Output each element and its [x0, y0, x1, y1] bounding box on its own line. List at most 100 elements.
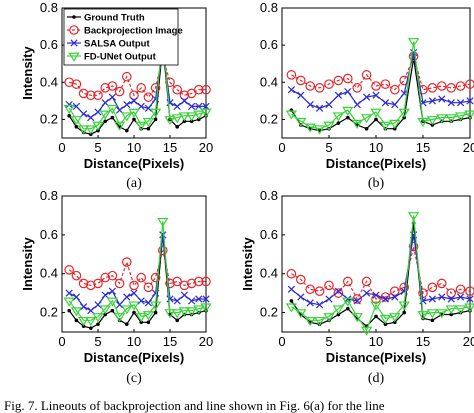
panel-label: (c) [126, 371, 142, 386]
data-point [72, 15, 76, 19]
data-point [175, 125, 179, 129]
data-point [123, 100, 131, 109]
y-tick-label: 0.4 [260, 266, 278, 281]
x-tick-label: 20 [199, 334, 213, 349]
y-tick-label: 0.4 [40, 74, 58, 89]
legend-label: Backprojection Image [84, 26, 183, 37]
data-point [336, 121, 341, 125]
data-point [159, 231, 167, 239]
data-point [130, 289, 138, 297]
data-point [96, 322, 100, 327]
data-point [142, 117, 155, 128]
data-point [325, 295, 333, 303]
data-point [65, 100, 73, 109]
data-point [185, 112, 198, 122]
data-point [313, 125, 326, 135]
legend-entry: SALSA Output [67, 39, 150, 50]
data-point [342, 276, 353, 287]
data-point [187, 297, 196, 305]
y-tick-label: 0.2 [40, 305, 58, 320]
data-point [87, 307, 95, 315]
data-point [110, 308, 115, 313]
y-tick-label: 0.2 [260, 111, 278, 126]
data-point [436, 81, 447, 91]
data-point [64, 77, 74, 88]
data-point [389, 84, 400, 95]
data-point [360, 326, 373, 336]
data-point [391, 293, 399, 301]
data-point [89, 326, 93, 330]
data-point [374, 314, 378, 319]
data-point [364, 126, 369, 131]
data-point [121, 305, 133, 315]
data-point [285, 303, 298, 313]
data-point [194, 84, 204, 95]
data-point [195, 102, 203, 111]
data-point [315, 301, 324, 309]
y-tick-label: 0.8 [260, 188, 278, 203]
data-point [135, 313, 147, 323]
data-point [99, 305, 111, 315]
data-point [158, 245, 168, 256]
data-point [125, 322, 129, 327]
data-point [186, 278, 197, 289]
series-line [68, 33, 207, 130]
data-point [389, 286, 400, 296]
data-point [150, 83, 161, 93]
data-point [164, 309, 176, 319]
data-point [436, 114, 448, 124]
data-point [77, 125, 90, 135]
data-point [304, 316, 316, 327]
data-point [122, 257, 132, 267]
data-point [332, 112, 345, 122]
data-point [287, 285, 296, 293]
data-point [63, 104, 75, 115]
data-point [323, 121, 335, 131]
data-point [381, 295, 390, 303]
series-fd-unet-output [63, 217, 212, 327]
data-point [370, 301, 382, 311]
data-point [361, 276, 372, 287]
y-tick-label: 0.6 [260, 227, 278, 242]
data-point [193, 305, 205, 315]
data-point [179, 90, 190, 101]
data-point [352, 294, 362, 304]
data-point [106, 297, 119, 307]
data-point [202, 102, 210, 111]
data-point [153, 117, 158, 122]
data-point [72, 102, 81, 111]
y-axis-label: Intensity [20, 237, 35, 291]
data-point [74, 318, 79, 323]
series-backprojection-image [286, 51, 474, 95]
data-point [295, 75, 306, 86]
data-point [72, 293, 81, 301]
data-point [456, 293, 465, 301]
data-point [333, 288, 344, 298]
data-point [136, 272, 146, 283]
data-point [81, 324, 86, 328]
data-point [114, 278, 125, 289]
x-axis-label: Distance(Pixels) [84, 350, 184, 365]
data-point [175, 318, 179, 323]
data-point [149, 108, 162, 118]
data-point [351, 313, 363, 323]
legend-entry: FD-UNet Output [67, 52, 157, 63]
data-point [380, 79, 391, 89]
data-point [178, 307, 191, 317]
data-point [306, 299, 314, 307]
data-point [93, 90, 103, 101]
series-line [291, 215, 471, 332]
data-point [306, 100, 314, 109]
data-point [107, 270, 118, 281]
data-point [428, 97, 437, 105]
data-point [68, 52, 80, 62]
series-backprojection-image [286, 241, 474, 304]
data-point [67, 113, 71, 118]
x-tick-label: 10 [369, 334, 383, 349]
data-point [86, 280, 96, 291]
data-point [149, 301, 162, 311]
data-point [136, 83, 146, 93]
y-tick-label: 0.6 [40, 37, 58, 52]
x-tick-label: 5 [325, 334, 332, 349]
y-tick-label: 0.8 [260, 0, 278, 15]
